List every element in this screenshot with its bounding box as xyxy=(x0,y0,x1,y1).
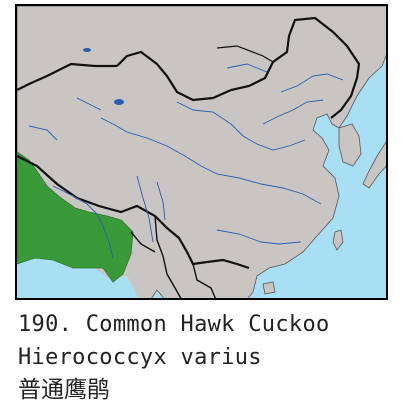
lake xyxy=(83,48,91,52)
border-china xyxy=(116,16,361,119)
species-range xyxy=(17,151,134,283)
caption-english-name: 190. Common Hawk Cuckoo xyxy=(18,312,330,337)
hainan xyxy=(262,281,276,295)
lake xyxy=(114,99,124,105)
korea xyxy=(338,123,362,167)
japan xyxy=(362,141,386,189)
bay-of-bengal xyxy=(17,254,138,298)
border-indochina xyxy=(130,215,217,298)
rivers xyxy=(28,63,344,259)
caption-scientific-name: Hierococcyx varius xyxy=(18,345,262,370)
map-svg xyxy=(17,6,386,298)
border-south xyxy=(17,155,250,270)
border-mongolia xyxy=(216,45,274,63)
caption-chinese-name: 普通鹰鹃 xyxy=(18,377,110,403)
border-west xyxy=(17,62,117,91)
range-map xyxy=(15,4,388,300)
taiwan xyxy=(332,229,344,251)
